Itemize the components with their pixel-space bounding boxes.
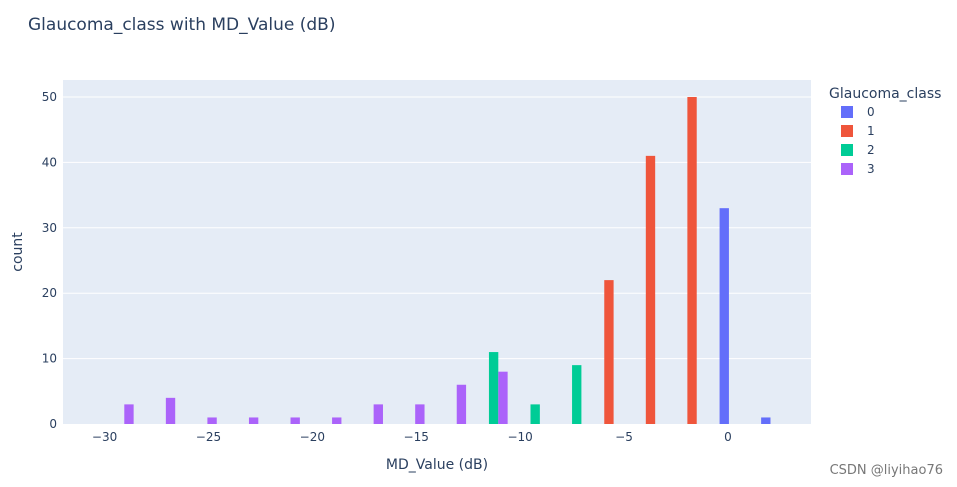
bar-class-3[interactable] [415,404,425,424]
y-tick-label: 50 [42,90,57,104]
y-tick-label: 10 [42,352,57,366]
bar-class-1[interactable] [604,280,614,424]
legend-title: Glaucoma_class [829,86,941,102]
bar-class-0[interactable] [761,417,771,424]
bar-class-3[interactable] [124,404,134,424]
bar-class-2[interactable] [488,352,499,424]
bar-class-3[interactable] [498,371,508,424]
y-axis-label: count [10,232,26,272]
bar-class-3[interactable] [165,397,176,424]
bar-class-2[interactable] [530,404,540,424]
x-tick-label: −15 [404,430,429,444]
bar-class-0[interactable] [719,208,729,424]
grid-layer [63,96,811,360]
legend-label-0[interactable]: 0 [867,105,875,119]
x-tick-layer: −30 −25 −20 −15 −10 −5 0 [92,430,732,444]
bar-layer [124,97,771,425]
plot-background [63,80,811,424]
y-tick-layer: 0 10 20 30 40 50 [42,90,57,431]
bar-class-1[interactable] [687,97,697,425]
legend-swatch-2[interactable] [841,144,853,156]
bar-class-3[interactable] [290,417,300,424]
legend-label-3[interactable]: 3 [867,162,875,176]
y-tick-label: 40 [42,155,57,169]
y-tick-label: 20 [42,286,57,300]
bar-class-3[interactable] [332,417,342,424]
bar-class-3[interactable] [248,417,259,424]
bar-class-1[interactable] [645,155,656,425]
legend-swatch-1[interactable] [841,125,853,137]
x-tick-label: −30 [92,430,117,444]
legend[interactable]: 0 1 2 3 [841,105,875,176]
x-tick-label: −10 [507,430,532,444]
x-tick-label: 0 [724,430,732,444]
legend-label-1[interactable]: 1 [867,124,875,138]
y-tick-label: 30 [42,221,57,235]
bar-class-2[interactable] [572,365,582,424]
chart-title: Glaucoma_class with MD_Value (dB) [28,15,335,35]
legend-swatch-0[interactable] [841,106,853,118]
x-tick-label: −5 [615,430,633,444]
bar-class-3[interactable] [373,404,383,424]
x-axis-label: MD_Value (dB) [386,457,488,473]
x-tick-label: −20 [300,430,325,444]
watermark-text: CSDN @liyihao76 [830,463,943,478]
x-tick-label: −25 [196,430,221,444]
bar-class-3[interactable] [456,384,467,424]
legend-swatch-3[interactable] [841,163,853,175]
y-tick-label: 0 [49,417,57,431]
bar-class-3[interactable] [207,417,217,424]
legend-label-2[interactable]: 2 [867,143,875,157]
